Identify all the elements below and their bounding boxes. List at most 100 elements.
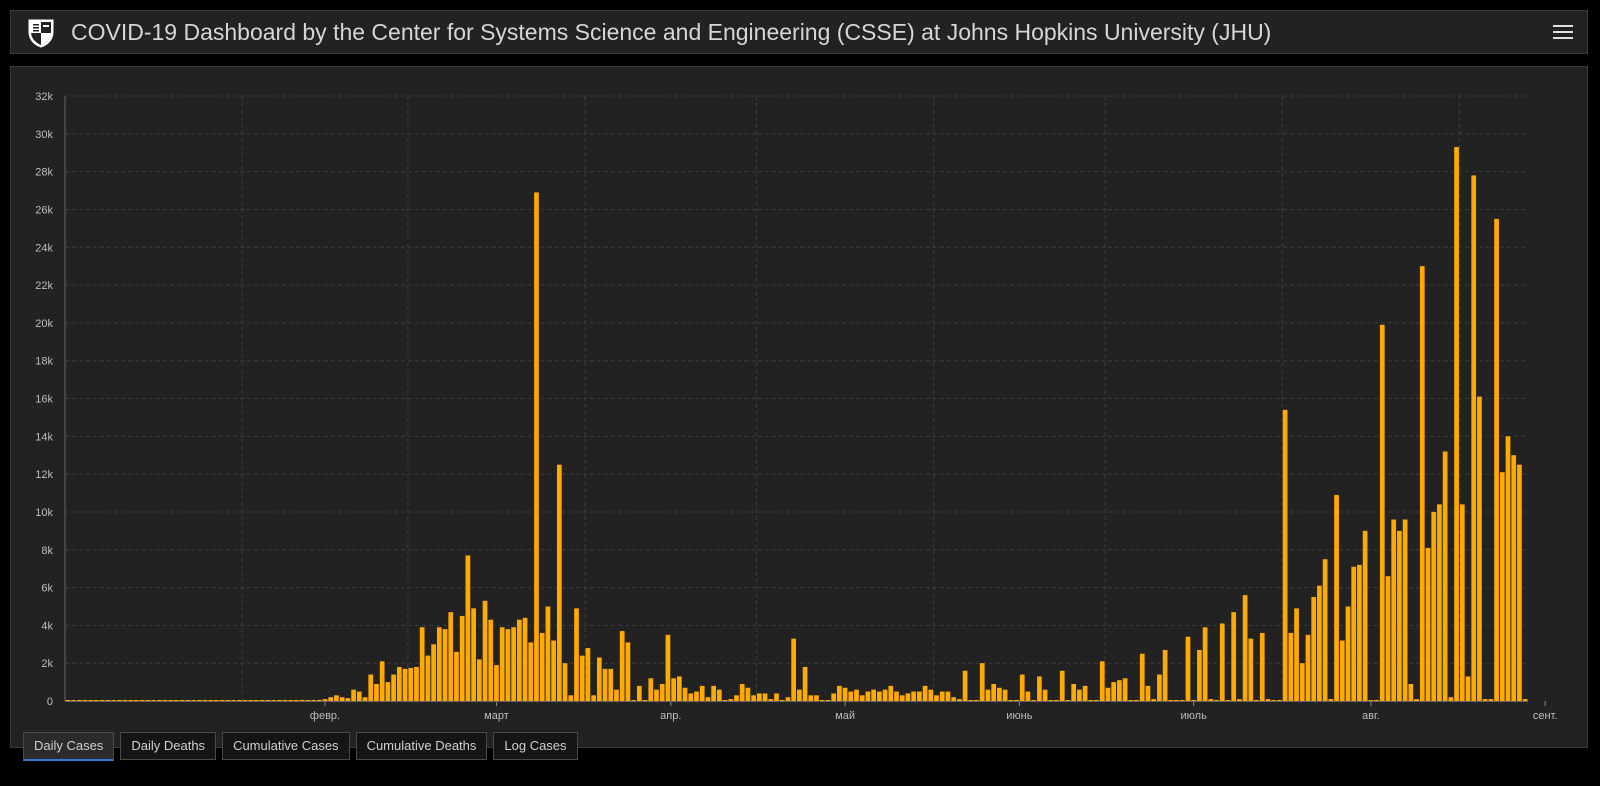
bar <box>99 700 105 701</box>
bar <box>1477 396 1482 701</box>
bar <box>1088 700 1094 701</box>
bar <box>1248 638 1254 701</box>
bar <box>105 700 111 701</box>
bar <box>408 667 414 701</box>
y-tick-label: 18k <box>35 356 53 368</box>
bar <box>1368 700 1374 701</box>
bar <box>528 642 534 701</box>
bar <box>1214 700 1219 701</box>
bar <box>311 700 316 701</box>
bar <box>831 693 837 701</box>
bar <box>476 659 482 701</box>
bar <box>1077 689 1082 701</box>
bar <box>174 700 179 701</box>
bar <box>585 648 591 701</box>
bar <box>682 687 688 701</box>
hamburger-menu-icon[interactable] <box>1553 22 1573 42</box>
bar <box>1002 689 1008 701</box>
tab-daily-deaths[interactable]: Daily Deaths <box>120 732 217 760</box>
bar <box>745 687 751 701</box>
bar <box>1202 627 1208 701</box>
bar <box>368 674 374 701</box>
bar <box>865 691 871 701</box>
bar <box>848 691 854 701</box>
bar <box>676 676 682 701</box>
bar <box>179 700 185 701</box>
bar <box>1494 218 1499 701</box>
bar <box>779 700 785 701</box>
bar <box>665 634 671 701</box>
chart-tabs: Daily Cases Daily Deaths Cumulative Case… <box>23 732 584 761</box>
bar <box>425 655 431 701</box>
bar <box>1511 455 1517 701</box>
bar <box>654 689 659 701</box>
bar <box>122 700 128 701</box>
bar <box>242 700 248 701</box>
bar <box>1014 700 1019 701</box>
y-tick-label: 14k <box>35 431 53 443</box>
bar <box>751 695 756 701</box>
bar <box>499 627 505 701</box>
bar <box>968 700 974 701</box>
bar <box>1025 691 1031 701</box>
bar <box>785 697 791 701</box>
bar <box>1345 606 1351 701</box>
bar <box>591 695 596 701</box>
bar <box>1402 519 1408 701</box>
bar <box>716 689 722 701</box>
bar <box>1322 559 1328 701</box>
y-tick-label: 28k <box>35 167 53 179</box>
bar <box>1471 175 1477 701</box>
y-tick-label: 32k <box>35 91 53 103</box>
tab-cumulative-deaths[interactable]: Cumulative Deaths <box>355 732 488 760</box>
bar <box>356 691 362 701</box>
bar <box>305 700 311 701</box>
y-tick-label: 22k <box>35 280 53 292</box>
bar <box>671 678 676 701</box>
bar <box>1448 697 1454 701</box>
bar <box>1351 566 1357 701</box>
bar <box>602 668 608 701</box>
bar <box>351 689 356 701</box>
bar <box>1191 700 1197 701</box>
bar <box>202 700 208 701</box>
bar <box>917 691 922 701</box>
bar <box>156 700 162 701</box>
bar <box>345 698 351 701</box>
bar <box>316 699 322 701</box>
tab-cumulative-cases[interactable]: Cumulative Cases <box>222 732 350 760</box>
bar <box>722 700 728 701</box>
bar <box>1208 699 1214 701</box>
bar <box>945 691 951 701</box>
bar <box>1425 547 1431 701</box>
bar <box>1259 632 1265 701</box>
bar <box>688 693 694 701</box>
bar <box>271 700 276 701</box>
bar <box>522 617 528 701</box>
bar <box>1157 674 1162 701</box>
tab-daily-cases[interactable]: Daily Cases <box>23 732 115 761</box>
bar <box>191 700 196 701</box>
bar <box>334 695 339 701</box>
bar <box>511 627 516 701</box>
y-tick-label: 4k <box>41 620 53 632</box>
bar <box>774 693 779 701</box>
bar <box>459 615 465 701</box>
y-tick-label: 0 <box>47 696 53 708</box>
bar <box>1054 700 1059 701</box>
bar <box>939 691 945 701</box>
bar <box>739 683 745 701</box>
bar <box>128 700 134 701</box>
bar <box>494 665 499 701</box>
bar <box>894 691 899 701</box>
bar <box>482 600 488 701</box>
x-tick-label: май <box>835 710 855 722</box>
bar <box>1219 623 1225 701</box>
bar <box>259 700 265 701</box>
bar <box>694 691 699 701</box>
bar <box>699 685 705 701</box>
tab-log-cases[interactable]: Log Cases <box>493 732 578 760</box>
bar <box>488 619 494 701</box>
bar <box>116 700 122 701</box>
bar <box>1482 699 1488 701</box>
